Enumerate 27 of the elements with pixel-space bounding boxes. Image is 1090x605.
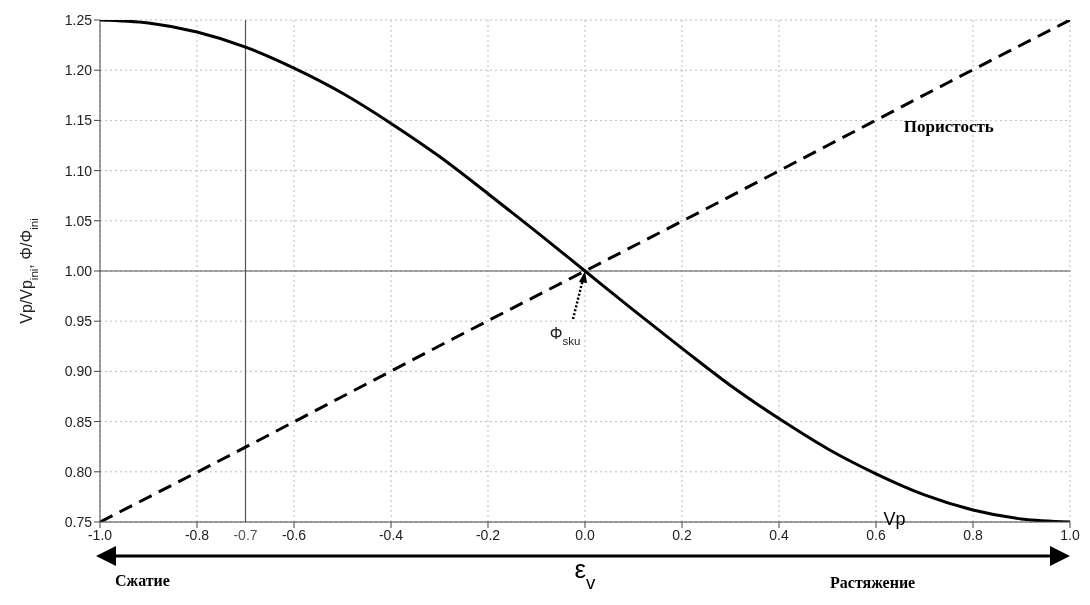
x-tick-label: -0.8 <box>184 526 210 543</box>
x-tick-label: 0.2 <box>672 526 692 543</box>
y-tick-label: 0.95 <box>64 313 93 330</box>
annotation: Φ$_{sku}$ <box>549 325 581 347</box>
ref-line-label: -0.7 <box>233 527 258 543</box>
x-tick-label: -0.2 <box>475 526 501 543</box>
x-tick-label: 1.0 <box>1060 526 1080 543</box>
x-tick-label: 0.4 <box>769 526 789 543</box>
x-tick-label: 0.8 <box>963 526 983 543</box>
text: Сжатие <box>115 572 170 589</box>
y-tick-label: 1.10 <box>64 162 93 179</box>
x-tick-label: -0.6 <box>281 526 307 543</box>
x-axis-title: ε$_{v}$ <box>574 554 597 593</box>
y-tick-label: 1.20 <box>64 62 93 79</box>
y-tick-label: 0.90 <box>64 363 93 380</box>
y-tick-label: 1.00 <box>64 262 93 279</box>
text: Растяжение <box>830 574 916 591</box>
series-label: Пористость <box>903 117 994 137</box>
y-tick-label: 1.15 <box>64 112 93 129</box>
x-tick-label: -0.4 <box>378 526 404 543</box>
y-tick-label: 0.85 <box>64 413 93 430</box>
x-tick-label: 0.0 <box>575 526 595 543</box>
y-tick-label: 1.05 <box>64 212 93 229</box>
y-tick-label: 0.80 <box>64 463 93 480</box>
series-label: Vp <box>883 508 906 529</box>
x-tick-label: 0.6 <box>866 526 886 543</box>
y-tick-label: 1.25 <box>64 11 93 28</box>
